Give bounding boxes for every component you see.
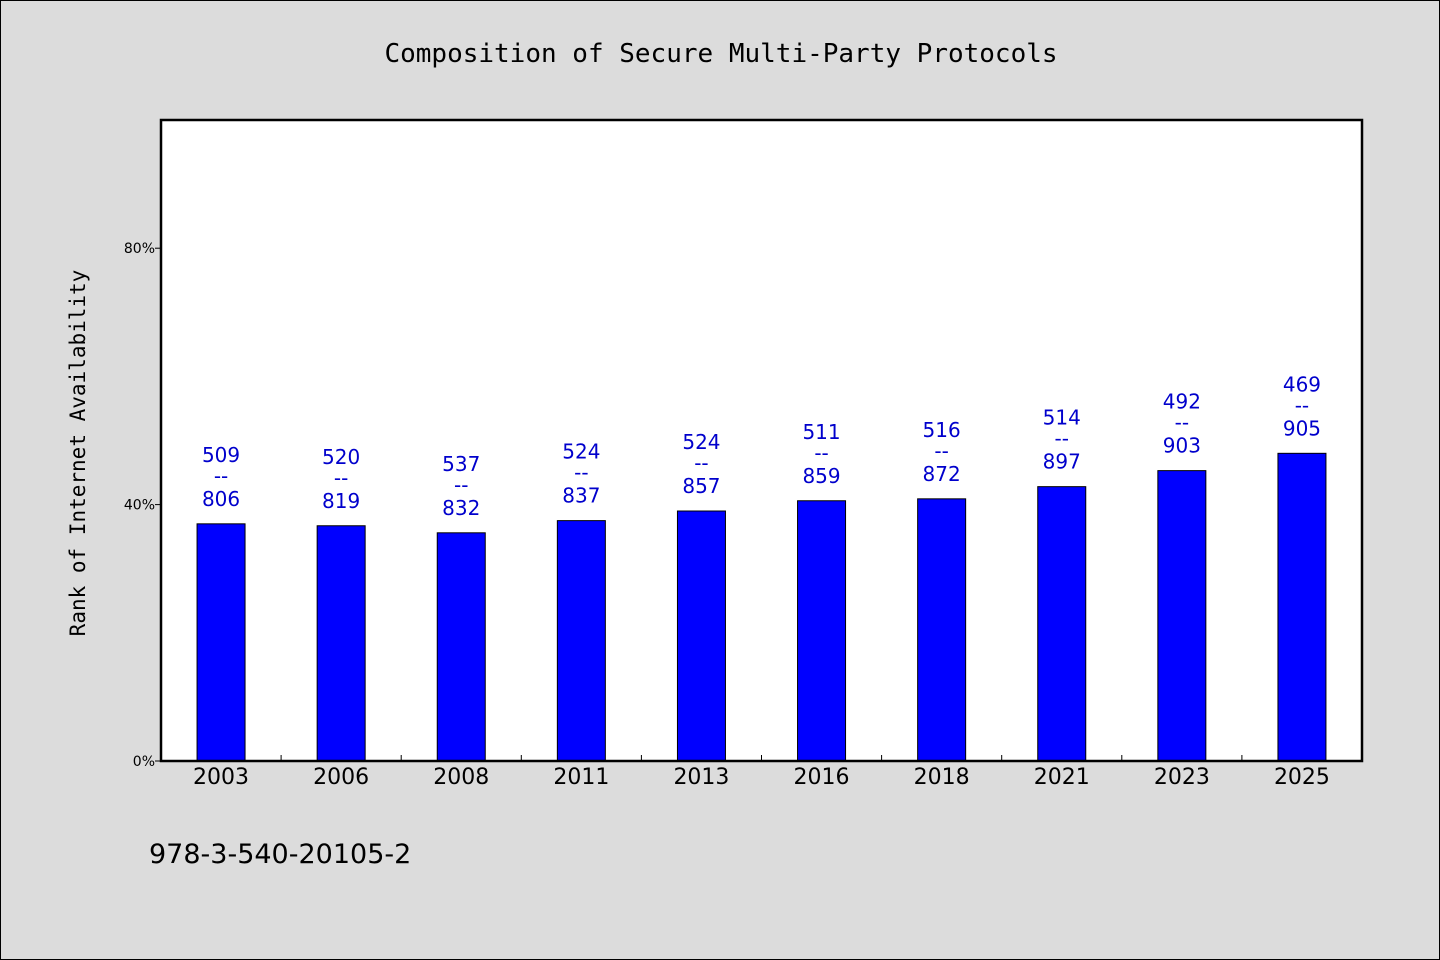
bar-labels-group: 806--509819--520832--537837--524857--524…: [202, 372, 1321, 519]
bar-label-top-2025: 469: [1283, 372, 1321, 396]
x-tick-label-2021: 2021: [1034, 765, 1090, 790]
x-tick-label-2023: 2023: [1154, 765, 1210, 790]
bar-2016: [797, 500, 847, 762]
bar-label-bottom-2025: 905: [1283, 416, 1321, 440]
x-tick-label-2018: 2018: [914, 765, 970, 790]
bar-label-top-2008: 537: [442, 452, 480, 476]
bar-label-sep-2018: --: [934, 439, 948, 463]
axis-ticks-group: 2003 2006 2008 2011 2013 2016 2018 2021 2023 2025…: [124, 241, 1330, 790]
x-tick-label-2025: 2025: [1274, 765, 1330, 790]
bar-label-bottom-2018: 872: [923, 462, 961, 486]
bar-2018: [917, 498, 967, 762]
y-tick-label-40%: 40%: [124, 498, 155, 514]
bar-label-sep-2006: --: [334, 466, 348, 490]
x-tick-label-2013: 2013: [673, 765, 729, 790]
isbn-footnote: 978-3-540-20105-2: [149, 839, 411, 870]
bar-label-bottom-2013: 857: [682, 474, 720, 498]
bar-label-top-2003: 509: [202, 443, 240, 467]
bar-label-sep-2025: --: [1295, 393, 1309, 417]
bar-label-sep-2011: --: [574, 461, 588, 485]
bar-label-bottom-2021: 897: [1043, 450, 1081, 474]
bar-2008: [436, 532, 486, 762]
chart-title: Composition of Secure Multi-Party Protoc…: [384, 39, 1057, 69]
y-tick-label-0%: 0%: [133, 754, 155, 770]
bar-label-bottom-2016: 859: [802, 464, 840, 488]
bar-2006: [316, 525, 366, 762]
bar-label-top-2016: 511: [802, 420, 840, 444]
bars-group: [196, 452, 1327, 762]
x-tick-label-2016: 2016: [794, 765, 850, 790]
bar-2023: [1157, 470, 1207, 762]
bar-label-sep-2021: --: [1055, 427, 1069, 451]
bar-2025: [1277, 452, 1327, 762]
bar-label-sep-2013: --: [694, 451, 708, 475]
bar-label-top-2013: 524: [682, 430, 720, 454]
bar-label-sep-2023: --: [1175, 411, 1189, 435]
bar-label-top-2006: 520: [322, 445, 360, 469]
bar-2013: [676, 510, 726, 762]
bar-label-bottom-2023: 903: [1163, 434, 1201, 458]
x-tick-label-2003: 2003: [193, 765, 249, 790]
x-tick-label-2011: 2011: [553, 765, 609, 790]
bar-label-top-2011: 524: [562, 440, 600, 464]
bar-label-bottom-2006: 819: [322, 489, 360, 513]
bar-2011: [556, 520, 606, 762]
bar-label-sep-2008: --: [454, 473, 468, 497]
plot-frame: [159, 118, 1364, 763]
y-axis-label: Rank of Internet Availability: [66, 270, 90, 637]
bar-label-sep-2016: --: [814, 441, 828, 465]
bar-2021: [1037, 486, 1087, 762]
bar-label-sep-2003: --: [214, 464, 228, 488]
bar-label-top-2023: 492: [1163, 390, 1201, 414]
x-tick-label-2008: 2008: [433, 765, 489, 790]
y-tick-label-80%: 80%: [124, 241, 155, 257]
x-tick-label-2006: 2006: [313, 765, 369, 790]
bar-label-bottom-2003: 806: [202, 487, 240, 511]
bar-2003: [196, 523, 246, 762]
bar-label-top-2018: 516: [923, 418, 961, 442]
bar-label-top-2021: 514: [1043, 406, 1081, 430]
bar-label-bottom-2008: 832: [442, 496, 480, 520]
bar-label-bottom-2011: 837: [562, 484, 600, 508]
